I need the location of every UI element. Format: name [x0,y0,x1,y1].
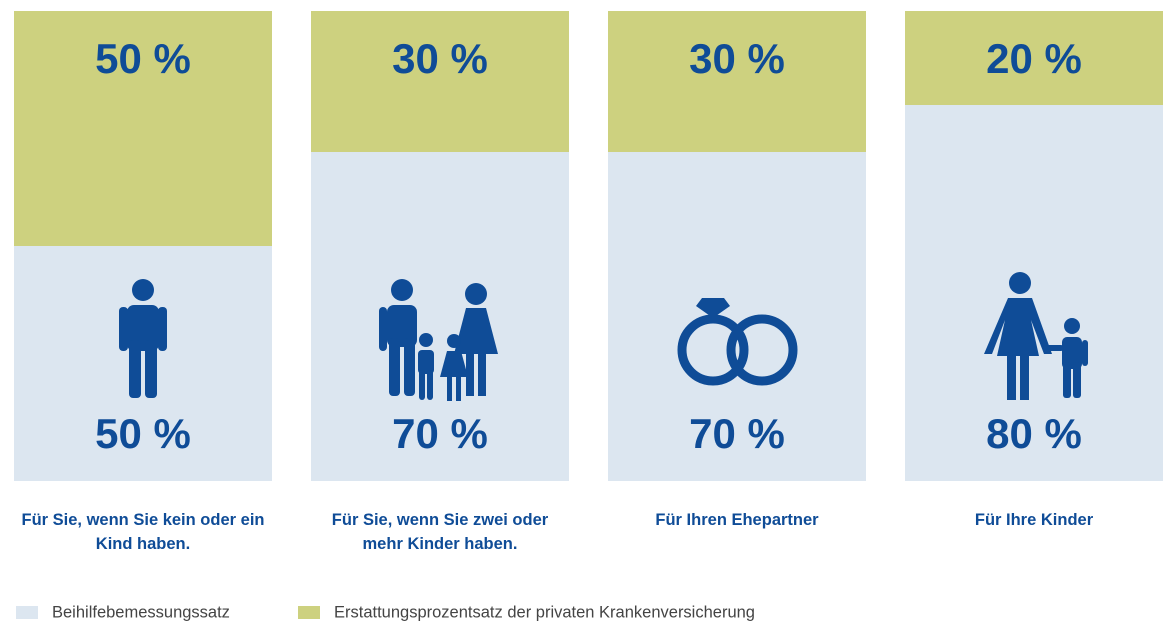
bar-segment [608,11,866,152]
legend-label: Erstattungsprozentsatz der privaten Kran… [334,603,755,621]
icon-person [119,279,167,398]
value-label: 50 % [95,35,191,82]
legend-swatch [298,606,320,619]
bar-segment [905,105,1163,481]
bar-segment [14,11,272,246]
icon-mother-child [984,272,1088,400]
value-label: 30 % [689,35,785,82]
legend: Beihilfebemessungssatz Erstattungsprozent… [16,603,755,621]
value-label: 80 % [986,410,1082,457]
icons [119,272,1088,401]
category-label: Für Sie, wenn Sie zwei oder mehr Kinder … [331,511,549,553]
bars: 50 % 50 % 30 % 70 % 30 % 70 % 20 % 80 % [14,11,1163,481]
bar-segment [905,11,1163,105]
category-label: Für Ihre Kinder [974,511,1094,529]
value-label: 70 % [689,410,785,457]
value-label: 70 % [392,410,488,457]
bar-segment [311,152,569,481]
category-label: Für Sie, wenn Sie kein oder ein Kind hab… [21,511,265,553]
value-label: 30 % [392,35,488,82]
legend-label: Beihilfebemessungssatz [52,603,230,621]
category-label: Für Ihren Ehepartner [655,511,819,529]
bar-segment [311,11,569,152]
icon-rings [677,298,798,386]
legend-swatch [16,606,38,619]
icon-family [379,279,498,401]
value-label: 20 % [986,35,1082,82]
bar-segment [608,152,866,481]
value-label: 50 % [95,410,191,457]
